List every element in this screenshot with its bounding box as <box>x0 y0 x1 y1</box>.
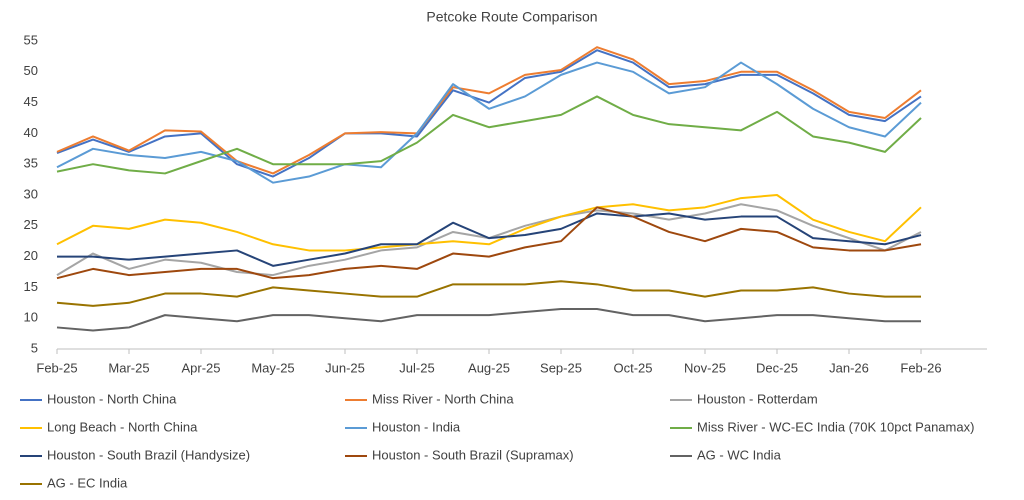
series-line <box>56 95 922 175</box>
y-tick-label: 45 <box>24 94 38 109</box>
series-line <box>56 280 921 307</box>
y-tick-label: 35 <box>24 156 38 171</box>
y-tick-label: 20 <box>24 248 38 263</box>
legend-label: Miss River - WC-EC India (70K 10pct Pana… <box>697 419 974 434</box>
y-tick-label: 15 <box>24 279 38 294</box>
x-tick-label: Jan-26 <box>829 360 869 375</box>
series-line <box>57 212 922 267</box>
x-tick-label: May-25 <box>251 360 294 375</box>
x-tick-label: Feb-26 <box>900 360 941 375</box>
series-line <box>56 46 922 175</box>
x-tick-label: Oct-25 <box>613 360 652 375</box>
legend-label: Houston - Rotterdam <box>697 391 818 406</box>
x-tick-label: Nov-25 <box>684 360 726 375</box>
y-tick-label: 10 <box>24 310 38 325</box>
legend-label: Houston - South Brazil (Handysize) <box>47 447 250 462</box>
x-tick-label: Sep-25 <box>540 360 582 375</box>
legend-label: Houston - North China <box>47 391 177 406</box>
series-line <box>56 206 922 280</box>
x-tick-label: Aug-25 <box>468 360 510 375</box>
legend-label: Long Beach - North China <box>47 419 198 434</box>
chart-title: Petcoke Route Comparison <box>426 9 597 25</box>
series-line <box>56 194 922 252</box>
x-tick-label: Jun-25 <box>325 360 365 375</box>
x-tick-label: Mar-25 <box>108 360 149 375</box>
x-tick-label: Apr-25 <box>181 360 220 375</box>
y-tick-label: 25 <box>24 217 38 232</box>
legend-label: AG - WC India <box>697 447 782 462</box>
y-tick-label: 50 <box>24 63 38 78</box>
legend-label: Miss River - North China <box>372 391 514 406</box>
x-tick-label: Jul-25 <box>399 360 434 375</box>
series-line <box>56 49 922 178</box>
y-tick-label: 40 <box>24 125 38 140</box>
legend-label: AG - EC India <box>47 475 128 490</box>
series-line <box>56 61 922 184</box>
y-tick-label: 30 <box>24 186 38 201</box>
y-tick-label: 55 <box>24 32 38 47</box>
x-tick-label: Feb-25 <box>36 360 77 375</box>
series-line <box>56 307 921 332</box>
legend-label: Houston - South Brazil (Supramax) <box>372 447 574 462</box>
y-tick-label: 5 <box>31 340 38 355</box>
legend-label: Houston - India <box>372 419 461 434</box>
series-line <box>56 203 922 277</box>
x-tick-label: Dec-25 <box>756 360 798 375</box>
